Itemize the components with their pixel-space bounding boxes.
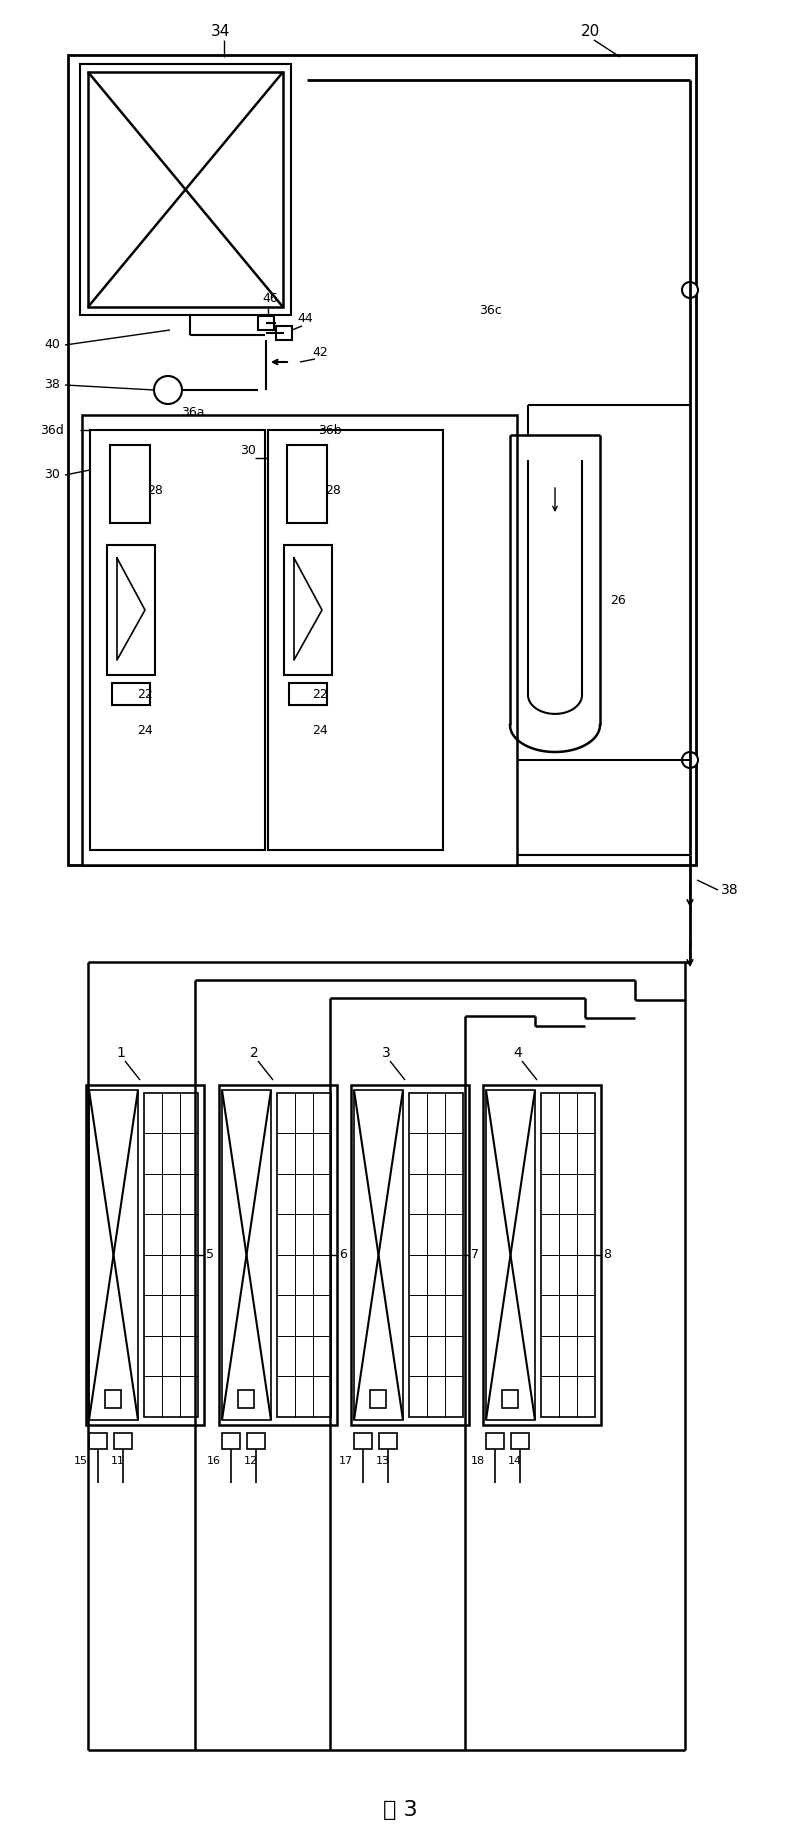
Bar xyxy=(287,445,327,524)
Bar xyxy=(112,683,150,705)
Bar xyxy=(370,1391,386,1407)
Text: 24: 24 xyxy=(137,724,153,737)
Text: 18: 18 xyxy=(471,1457,485,1466)
Bar xyxy=(68,55,696,865)
Bar xyxy=(105,1391,121,1407)
Bar xyxy=(107,546,155,674)
Bar xyxy=(486,1089,535,1420)
Bar xyxy=(247,1433,265,1449)
Text: 22: 22 xyxy=(137,689,153,702)
Text: 15: 15 xyxy=(74,1457,88,1466)
Bar xyxy=(289,683,327,705)
Text: 5: 5 xyxy=(206,1249,214,1262)
Bar xyxy=(144,1093,198,1416)
Circle shape xyxy=(682,751,698,768)
Bar xyxy=(80,64,291,314)
Bar xyxy=(219,1086,337,1426)
Text: 34: 34 xyxy=(210,24,230,40)
Text: 11: 11 xyxy=(111,1457,125,1466)
Text: 36b: 36b xyxy=(318,424,342,437)
Bar xyxy=(277,1093,331,1416)
Bar xyxy=(486,1433,504,1449)
Bar xyxy=(354,1089,403,1420)
Text: 42: 42 xyxy=(312,345,328,358)
Text: 8: 8 xyxy=(603,1249,611,1262)
Text: 14: 14 xyxy=(508,1457,522,1466)
Bar xyxy=(276,325,292,340)
Text: 46: 46 xyxy=(262,292,278,305)
Text: 24: 24 xyxy=(312,724,328,737)
Bar xyxy=(258,316,274,331)
Bar xyxy=(409,1093,463,1416)
Bar xyxy=(268,430,443,851)
Text: 44: 44 xyxy=(297,312,313,325)
Text: 38: 38 xyxy=(721,884,739,896)
Text: 4: 4 xyxy=(514,1045,522,1060)
Text: 1: 1 xyxy=(117,1045,126,1060)
Text: 6: 6 xyxy=(339,1249,347,1262)
Bar xyxy=(511,1433,529,1449)
Text: 7: 7 xyxy=(471,1249,479,1262)
Bar xyxy=(89,1089,138,1420)
Text: 36a: 36a xyxy=(182,406,205,419)
Bar xyxy=(541,1093,595,1416)
Bar xyxy=(86,1086,204,1426)
Text: 16: 16 xyxy=(207,1457,221,1466)
Text: 2: 2 xyxy=(250,1045,258,1060)
Bar xyxy=(89,1433,107,1449)
Text: 40: 40 xyxy=(44,338,60,351)
Polygon shape xyxy=(294,558,322,659)
Text: 13: 13 xyxy=(376,1457,390,1466)
Text: 12: 12 xyxy=(244,1457,258,1466)
Bar xyxy=(88,72,283,307)
Circle shape xyxy=(682,283,698,298)
Bar xyxy=(222,1089,271,1420)
Text: 28: 28 xyxy=(325,483,341,496)
Text: 28: 28 xyxy=(147,483,163,496)
Text: 36c: 36c xyxy=(478,303,502,316)
Bar xyxy=(502,1391,518,1407)
Bar xyxy=(90,430,265,851)
Bar xyxy=(238,1391,254,1407)
Bar xyxy=(354,1433,372,1449)
Bar xyxy=(82,415,517,865)
Text: 20: 20 xyxy=(580,24,600,40)
Text: 22: 22 xyxy=(312,689,328,702)
Text: 图 3: 图 3 xyxy=(382,1800,418,1820)
Bar xyxy=(284,546,332,674)
Circle shape xyxy=(154,377,182,404)
Text: 3: 3 xyxy=(382,1045,390,1060)
Polygon shape xyxy=(117,558,145,659)
Bar xyxy=(483,1086,601,1426)
Text: 26: 26 xyxy=(610,593,626,606)
Text: 38: 38 xyxy=(44,378,60,391)
Text: 30: 30 xyxy=(44,468,60,481)
Bar xyxy=(222,1433,240,1449)
Bar xyxy=(114,1433,132,1449)
Text: 17: 17 xyxy=(339,1457,353,1466)
Bar xyxy=(110,445,150,524)
Bar xyxy=(351,1086,469,1426)
Text: 30: 30 xyxy=(240,443,256,457)
Bar xyxy=(379,1433,397,1449)
Text: 36d: 36d xyxy=(40,424,64,437)
